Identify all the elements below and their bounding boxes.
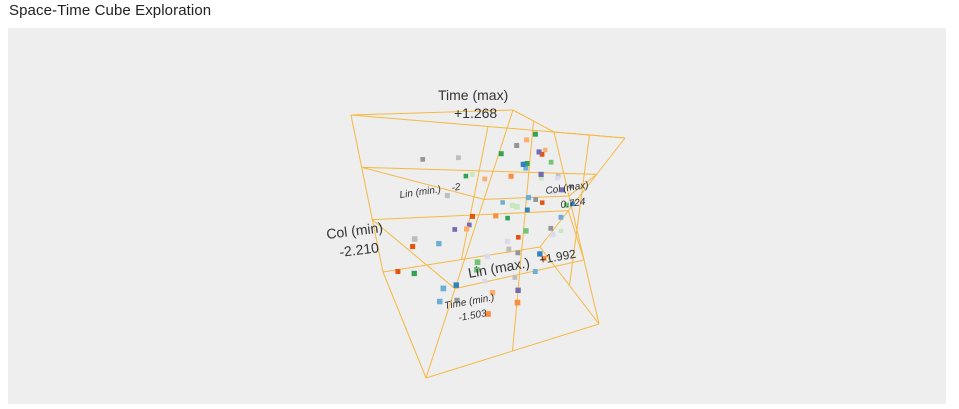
data-point [500,200,505,205]
face-gridline [569,134,590,286]
face-gridline [461,126,489,260]
data-point [551,189,557,195]
cube-edge [425,109,514,379]
time-slice-gridline [371,210,585,290]
data-point [506,246,512,252]
time-slice-gridline [361,166,599,200]
data-point [395,269,401,274]
data-point [540,200,545,205]
data-point [550,232,556,238]
chart-panel[interactable]: Time (max) +1.268 Col (min) -2.210 Col (… [8,28,946,404]
data-point [532,269,538,274]
lin-max-value: +1.992 [538,247,577,267]
data-point [548,159,554,165]
data-point [440,285,447,292]
data-point [564,202,569,208]
data-point [520,161,526,167]
cube-gridlines [361,120,599,352]
col-min-label: Col (min) [325,219,383,242]
data-point [524,161,530,166]
data-point [568,184,574,189]
data-point [498,151,504,157]
data-point [436,241,442,247]
data-point [410,244,416,250]
data-point [570,201,575,207]
col-min-value: -2.210 [338,239,380,260]
cube-edge [382,271,427,379]
data-point [558,228,564,233]
data-point [508,173,514,179]
data-point [514,299,521,306]
cube-edge [539,137,626,248]
data-point [514,203,520,210]
data-point [539,176,544,181]
data-point [538,171,544,177]
data-point [444,193,450,199]
data-point [485,311,491,317]
face-gridline [512,120,534,352]
data-point [514,143,520,148]
time-min-label: Time (min.) [444,292,496,312]
page-title: Space-Time Cube Exploration [9,2,212,19]
cube-edges [350,109,626,379]
data-point [524,137,530,143]
data-point [482,176,488,182]
data-point [509,202,516,208]
data-point [523,165,529,171]
data-point [466,222,472,228]
lin-min-label: Lin (min.) [399,184,442,201]
data-point [474,267,480,273]
data-point [437,298,443,305]
lin-min-value: -2 [451,182,462,194]
data-points [395,131,575,317]
data-point [504,238,511,244]
data-point [411,270,417,277]
data-point [474,259,481,266]
data-point [523,228,529,234]
data-point [512,275,518,280]
data-point [533,197,539,202]
data-point [493,213,499,219]
data-point [543,147,548,153]
data-point [524,207,530,213]
data-point [505,215,510,221]
lin-max-label: Lin (max.) [467,254,531,281]
data-point [453,282,459,288]
data-point [548,225,554,231]
data-point [539,152,545,157]
cube-edge [350,109,514,116]
time-min-value: -1.503 [458,308,488,324]
cube-edge [350,114,384,273]
data-point [470,213,475,219]
data-point [515,287,521,293]
data-point [452,227,458,232]
data-point [525,195,532,201]
data-point [469,172,475,177]
data-point [537,251,543,257]
data-point [536,149,542,155]
data-point [558,214,564,220]
time-max-value: +1.268 [454,105,497,121]
data-point [411,236,418,242]
data-point [532,131,538,137]
data-point [456,155,461,161]
col-max-label: Col (max) [545,180,589,197]
data-point [516,235,521,240]
cube-edge [553,131,600,325]
data-point [484,253,490,259]
data-point [559,187,565,193]
data-point [463,173,469,179]
data-point [554,175,560,181]
data-point [482,278,488,284]
data-point [420,157,426,162]
space-time-cube[interactable]: Time (max) +1.268 Col (min) -2.210 Col (… [8,28,946,404]
data-point [515,250,521,256]
data-point [464,226,470,232]
data-point [541,255,547,261]
data-point [454,297,460,303]
col-max-value: 0.724 [560,197,587,211]
data-point [489,290,496,296]
time-max-label: Time (max) [438,87,508,103]
